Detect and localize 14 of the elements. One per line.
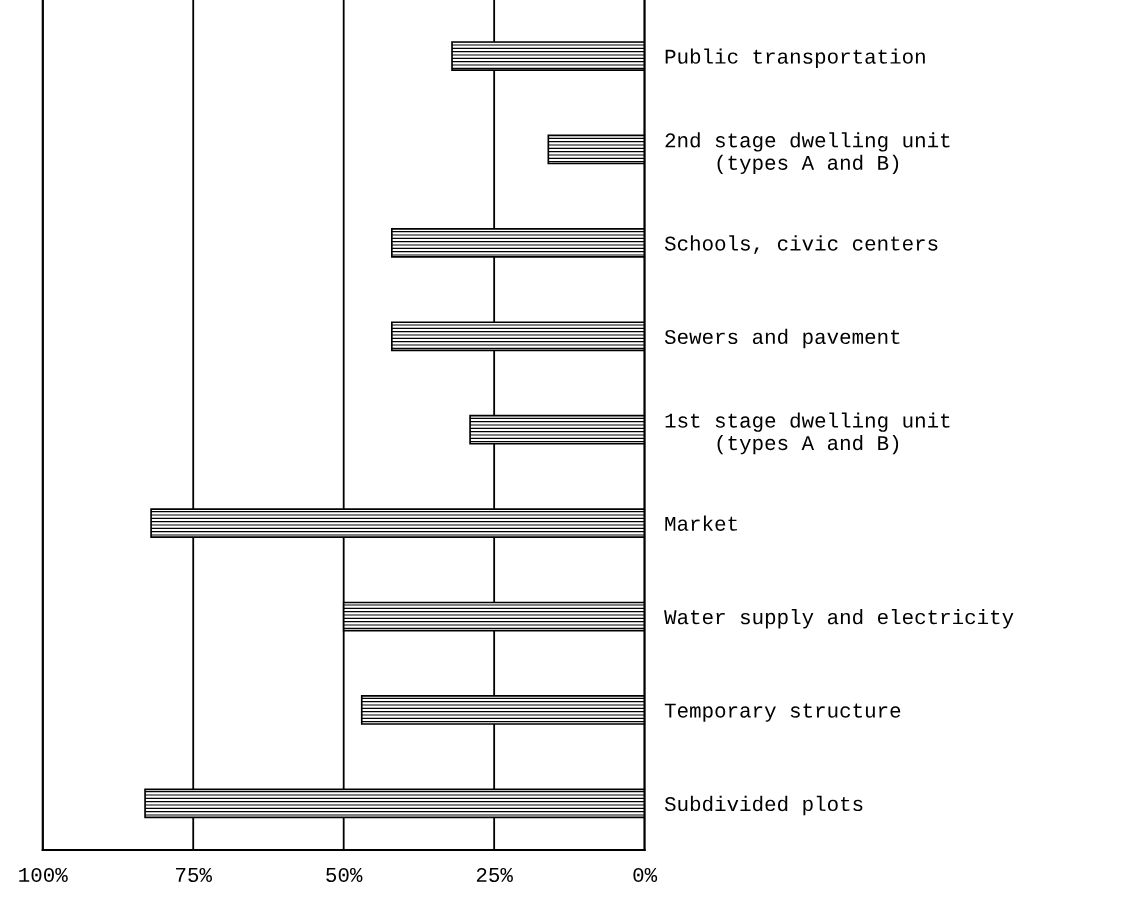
y-tick-label: Schools, civic centers (664, 235, 938, 255)
y-tick-label: 1st stage dwelling unit (types A and B) (665, 412, 950, 455)
y-tick-label: 2nd stage dwelling unit (types A and B) (665, 132, 950, 175)
x-tick-label: 100% (19, 867, 68, 883)
x-tick-label: 25% (476, 867, 513, 883)
y-tick-label: Market (665, 515, 737, 531)
y-tick-label: Public transportation (665, 48, 925, 68)
x-tick-label: 50% (326, 867, 363, 883)
y-tick-label: Water supply and electricity (664, 608, 1014, 629)
x-tick-label: 0% (633, 867, 658, 883)
y-tick-label: Temporary structure (664, 703, 901, 722)
y-tick-label: Sewers and pavement (664, 328, 900, 349)
x-tick-label: 75% (176, 867, 212, 883)
y-tick-label: Subdivided plots (664, 795, 863, 816)
